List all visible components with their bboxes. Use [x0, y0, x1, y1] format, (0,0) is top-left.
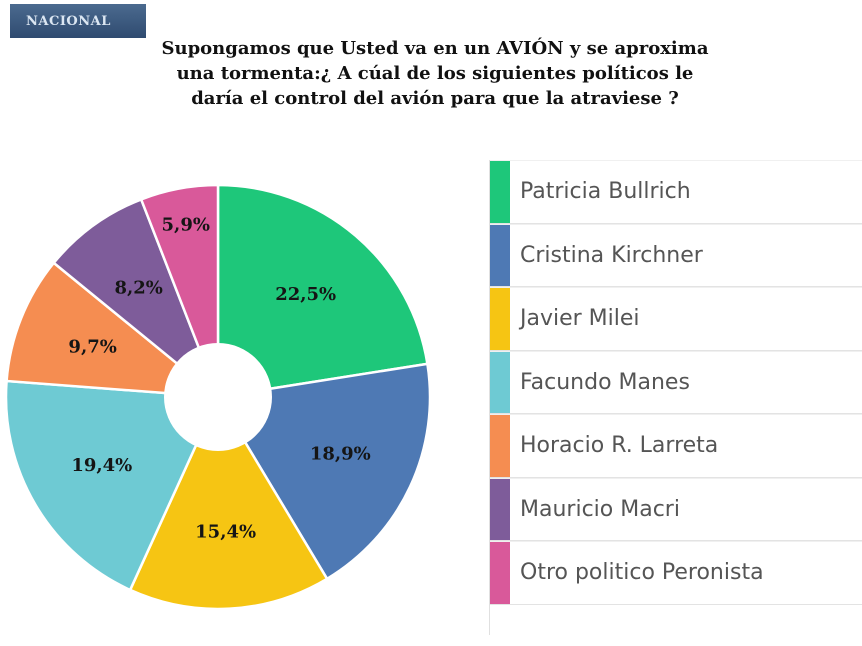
legend-label: Otro politico Peronista [520, 560, 764, 586]
legend-item-5: Mauricio Macri [490, 477, 862, 541]
pie-slice-2 [128, 394, 329, 611]
legend-label: Horacio R. Larreta [520, 433, 719, 459]
pie-slice-4 [5, 261, 222, 399]
legend-item-2: Javier Milei [490, 287, 862, 351]
legend-label: Javier Milei [520, 306, 640, 332]
slice-label-2: 15,4% [195, 521, 256, 542]
legend-item-4: Horacio R. Larreta [490, 414, 862, 478]
legend-swatch [490, 161, 510, 223]
pie-slice-1 [215, 362, 432, 581]
donut-chart: 22,5% 18,9% 15,4% 19,4% 9,7% 8,2% 5,9% [4, 183, 432, 611]
legend: Patricia Bullrich Cristina Kirchner Javier… [489, 160, 862, 635]
slice-label-0: 22,5% [275, 284, 336, 305]
legend-item-3: Facundo Manes [490, 350, 862, 414]
legend-label: Patricia Bullrich [520, 179, 691, 205]
slice-label-6: 5,9% [162, 214, 210, 235]
slice-label-4: 9,7% [68, 336, 116, 357]
title-line-1: Supongamos que Usted va en un AVIÓN y se… [161, 38, 709, 59]
legend-item-6: Otro politico Peronista [490, 541, 862, 605]
pie-slice-0 [216, 183, 429, 399]
legend-label: Mauricio Macri [520, 496, 680, 522]
legend-item-1: Cristina Kirchner [490, 223, 862, 287]
chart-title: Supongamos que Usted va en un AVIÓN y se… [140, 36, 730, 111]
pie-slice-6 [139, 183, 220, 398]
pie-slice-3 [4, 379, 220, 592]
legend-label: Cristina Kirchner [520, 242, 703, 268]
slice-label-1: 18,9% [310, 444, 371, 465]
legend-swatch [490, 351, 510, 413]
title-line-2: una tormenta:¿ A cúal de los siguientes … [176, 63, 694, 84]
legend-swatch [490, 288, 510, 350]
legend-item-0: Patricia Bullrich [490, 160, 862, 224]
slice-label-5: 8,2% [114, 277, 162, 298]
legend-swatch [490, 478, 510, 540]
legend-swatch [490, 224, 510, 286]
legend-swatch [490, 415, 510, 477]
legend-label: Facundo Manes [520, 369, 690, 395]
donut-hole [164, 343, 272, 451]
section-badge: NACIONAL [10, 4, 146, 38]
slice-label-3: 19,4% [71, 455, 132, 476]
title-line-3: daría el control del avión para que la a… [191, 88, 679, 109]
legend-swatch [490, 542, 510, 604]
pie-slice-5 [52, 197, 221, 401]
